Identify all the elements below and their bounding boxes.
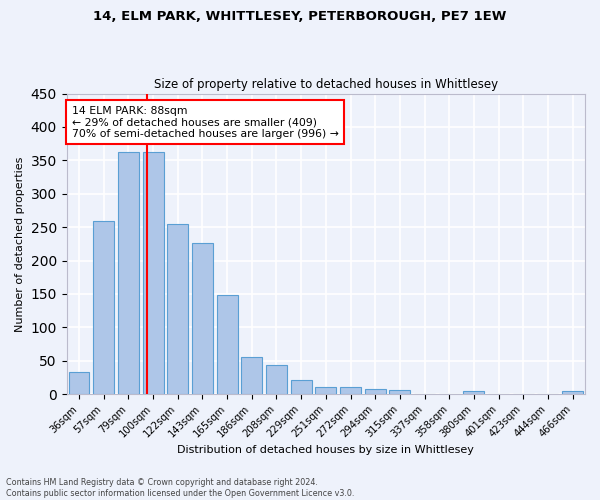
Bar: [217, 296, 238, 394]
Bar: [93, 221, 114, 394]
Bar: [118, 152, 139, 394]
Bar: [266, 364, 287, 394]
X-axis label: Distribution of detached houses by size in Whittlesey: Distribution of detached houses by size …: [178, 445, 474, 455]
Text: 14, ELM PARK, WHITTLESEY, PETERBOROUGH, PE7 1EW: 14, ELM PARK, WHITTLESEY, PETERBOROUGH, …: [94, 10, 506, 23]
Bar: [68, 372, 89, 394]
Bar: [463, 392, 484, 394]
Bar: [290, 380, 311, 394]
Bar: [389, 390, 410, 394]
Bar: [167, 224, 188, 394]
Title: Size of property relative to detached houses in Whittlesey: Size of property relative to detached ho…: [154, 78, 498, 91]
Text: 14 ELM PARK: 88sqm
← 29% of detached houses are smaller (409)
70% of semi-detach: 14 ELM PARK: 88sqm ← 29% of detached hou…: [72, 106, 339, 139]
Bar: [340, 387, 361, 394]
Bar: [562, 392, 583, 394]
Y-axis label: Number of detached properties: Number of detached properties: [15, 156, 25, 332]
Text: Contains HM Land Registry data © Crown copyright and database right 2024.
Contai: Contains HM Land Registry data © Crown c…: [6, 478, 355, 498]
Bar: [316, 387, 337, 394]
Bar: [241, 356, 262, 394]
Bar: [365, 389, 386, 394]
Bar: [143, 152, 164, 394]
Bar: [192, 243, 213, 394]
